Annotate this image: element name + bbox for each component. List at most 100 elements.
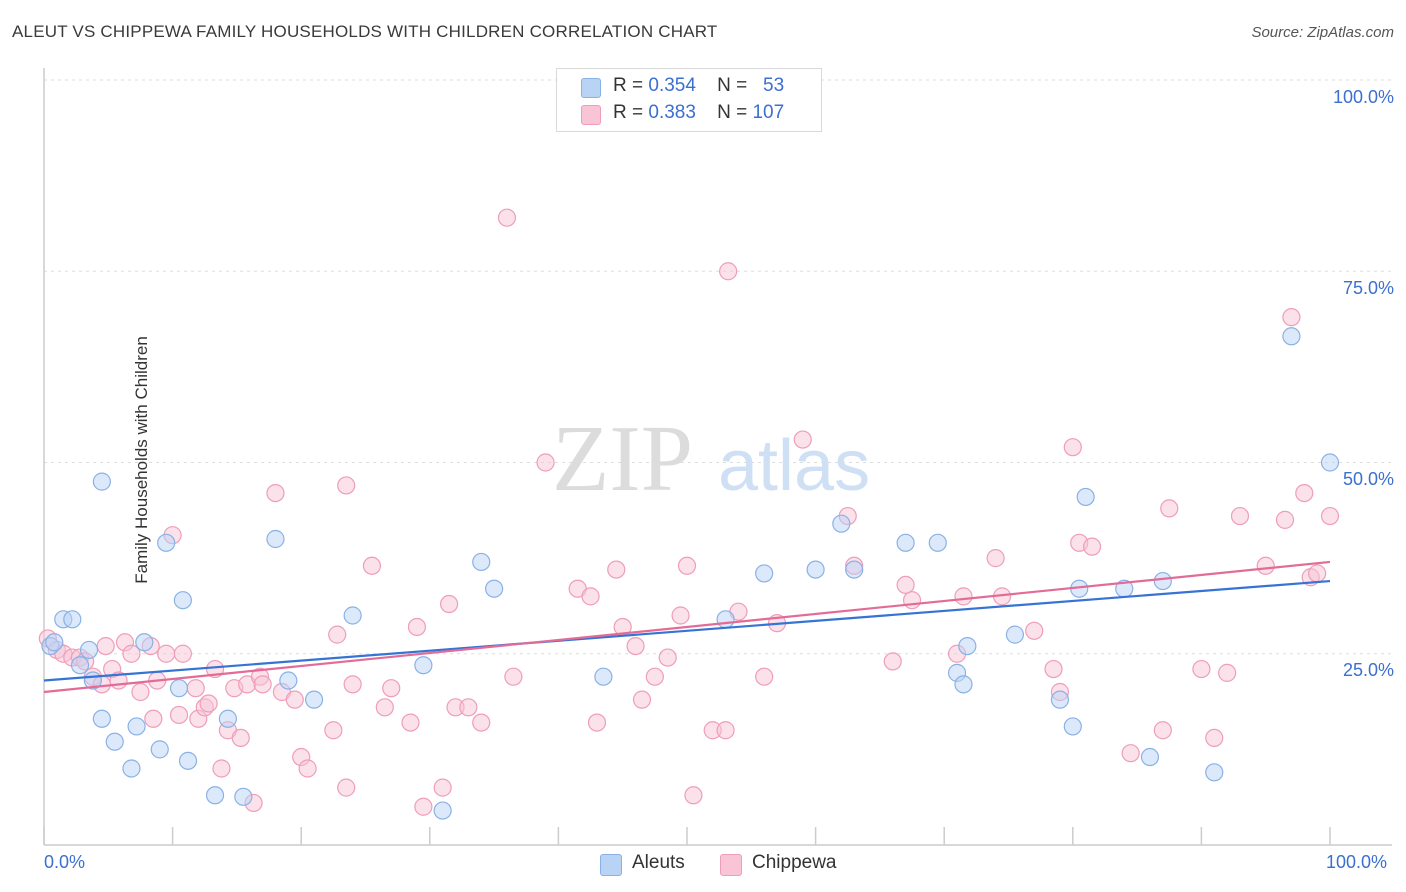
aleuts-point bbox=[63, 610, 82, 629]
chippewa-point bbox=[472, 713, 491, 732]
chippewa-point bbox=[677, 556, 697, 575]
chippewa-point bbox=[407, 617, 427, 637]
chippewa-point bbox=[362, 556, 382, 575]
aleuts-point bbox=[105, 732, 124, 751]
aleuts-swatch bbox=[581, 78, 601, 98]
aleuts-point bbox=[218, 709, 237, 728]
chippewa-point bbox=[131, 682, 150, 702]
aleuts-point bbox=[92, 472, 111, 491]
x-tick-left: 0.0% bbox=[44, 852, 86, 872]
aleuts-point bbox=[845, 560, 864, 579]
chippewa-point bbox=[883, 652, 902, 671]
y-tick-100: 100.0% bbox=[1332, 87, 1394, 107]
chippewa-point bbox=[1320, 506, 1340, 526]
chippewa-point bbox=[896, 575, 915, 595]
aleuts-point bbox=[954, 675, 973, 694]
chippewa-n-value: 107 bbox=[752, 102, 785, 123]
chippewa-point bbox=[375, 698, 394, 717]
chippewa-point bbox=[173, 644, 192, 663]
chippewa-point bbox=[658, 648, 677, 667]
chippewa-point bbox=[324, 721, 343, 740]
aleuts-point bbox=[1282, 327, 1301, 346]
chippewa-point bbox=[1025, 621, 1044, 640]
chippewa-point bbox=[433, 778, 452, 797]
aleuts-point bbox=[150, 740, 169, 759]
aleuts-point bbox=[755, 564, 774, 583]
aleuts-point bbox=[1076, 487, 1095, 507]
aleuts-point bbox=[1205, 763, 1224, 782]
chippewa-point bbox=[382, 679, 401, 698]
aleuts-point bbox=[485, 579, 504, 598]
chippewa-point bbox=[1160, 499, 1179, 518]
correlation-legend: R = 0.354 N = 53 R = 0.383 N = 107 bbox=[556, 68, 822, 132]
chippewa-swatch bbox=[581, 105, 601, 125]
legend-row-chippewa-text: R = 0.383 N = 107 bbox=[613, 102, 785, 123]
chippewa-point bbox=[1275, 510, 1295, 529]
chippewa-point bbox=[1044, 659, 1063, 679]
chippewa-point bbox=[337, 476, 356, 495]
x-tick-right: 100.0% bbox=[1326, 852, 1388, 872]
chippewa-point bbox=[144, 709, 163, 728]
chippewa-point bbox=[96, 636, 115, 656]
chippewa-point bbox=[793, 430, 812, 449]
chippewa-point bbox=[1308, 564, 1327, 583]
aleuts-point bbox=[79, 640, 99, 660]
aleuts-point bbox=[178, 751, 198, 770]
aleuts-point bbox=[1005, 625, 1025, 644]
chippewa-point bbox=[199, 694, 218, 713]
chippewa-point bbox=[1256, 556, 1275, 575]
chippewa-point bbox=[671, 606, 690, 625]
chippewa-point bbox=[587, 713, 607, 732]
chippewa-point bbox=[186, 679, 205, 698]
chippewa-point bbox=[719, 262, 738, 281]
zipatlas-watermark: ZIP atlas bbox=[552, 407, 870, 511]
y-axis-label-wrap: Family Households with Children bbox=[0, 0, 151, 892]
aleuts-r-value: 0.354 bbox=[648, 75, 696, 96]
y-tick-75: 75.0% bbox=[1342, 278, 1394, 298]
chippewa-point bbox=[1121, 744, 1140, 763]
chippewa-point bbox=[1192, 659, 1211, 679]
chippewa-point bbox=[632, 690, 652, 709]
aleuts-point bbox=[594, 667, 613, 686]
chippewa-point bbox=[1230, 506, 1250, 526]
chippewa-point bbox=[328, 625, 347, 644]
grid-lines bbox=[44, 79, 1392, 655]
aleuts-point bbox=[958, 636, 977, 656]
chippewa-point bbox=[626, 636, 645, 656]
data-points bbox=[38, 208, 1340, 820]
aleuts-point bbox=[279, 671, 298, 690]
chippewa-point bbox=[343, 675, 362, 694]
aleuts-point bbox=[832, 514, 851, 533]
chippewa-point bbox=[497, 208, 517, 227]
aleuts-point bbox=[122, 759, 141, 778]
chippewa-point bbox=[1218, 663, 1237, 682]
aleuts-point bbox=[472, 552, 491, 572]
aleuts-point bbox=[304, 690, 324, 709]
axes bbox=[43, 68, 1392, 846]
chippewa-point bbox=[212, 759, 231, 778]
aleuts-point bbox=[928, 533, 947, 552]
chippewa-point bbox=[266, 484, 285, 503]
chippewa-point bbox=[504, 667, 523, 686]
chippewa-point bbox=[1082, 537, 1102, 556]
chippewa-point bbox=[684, 786, 703, 805]
aleuts-point bbox=[1153, 571, 1172, 591]
aleuts-point bbox=[266, 529, 285, 549]
aleuts-point bbox=[1140, 747, 1160, 767]
chippewa-point bbox=[157, 644, 176, 663]
chippewa-point bbox=[1205, 728, 1224, 748]
aleuts-point bbox=[173, 591, 192, 610]
chippewa-point bbox=[122, 644, 141, 663]
aleuts-point bbox=[806, 560, 825, 579]
chippewa-trend-line bbox=[43, 560, 1331, 694]
chart-title: ALEUT VS CHIPPEWA FAMILY HOUSEHOLDS WITH… bbox=[12, 22, 718, 41]
chippewa-point bbox=[401, 713, 420, 732]
chippewa-point bbox=[337, 778, 356, 797]
chippewa-point bbox=[954, 587, 973, 606]
aleuts-point bbox=[234, 787, 253, 806]
aleuts-point bbox=[135, 633, 154, 652]
trend-lines bbox=[43, 560, 1331, 694]
chippewa-point bbox=[459, 698, 478, 717]
chippewa-point bbox=[414, 797, 433, 816]
